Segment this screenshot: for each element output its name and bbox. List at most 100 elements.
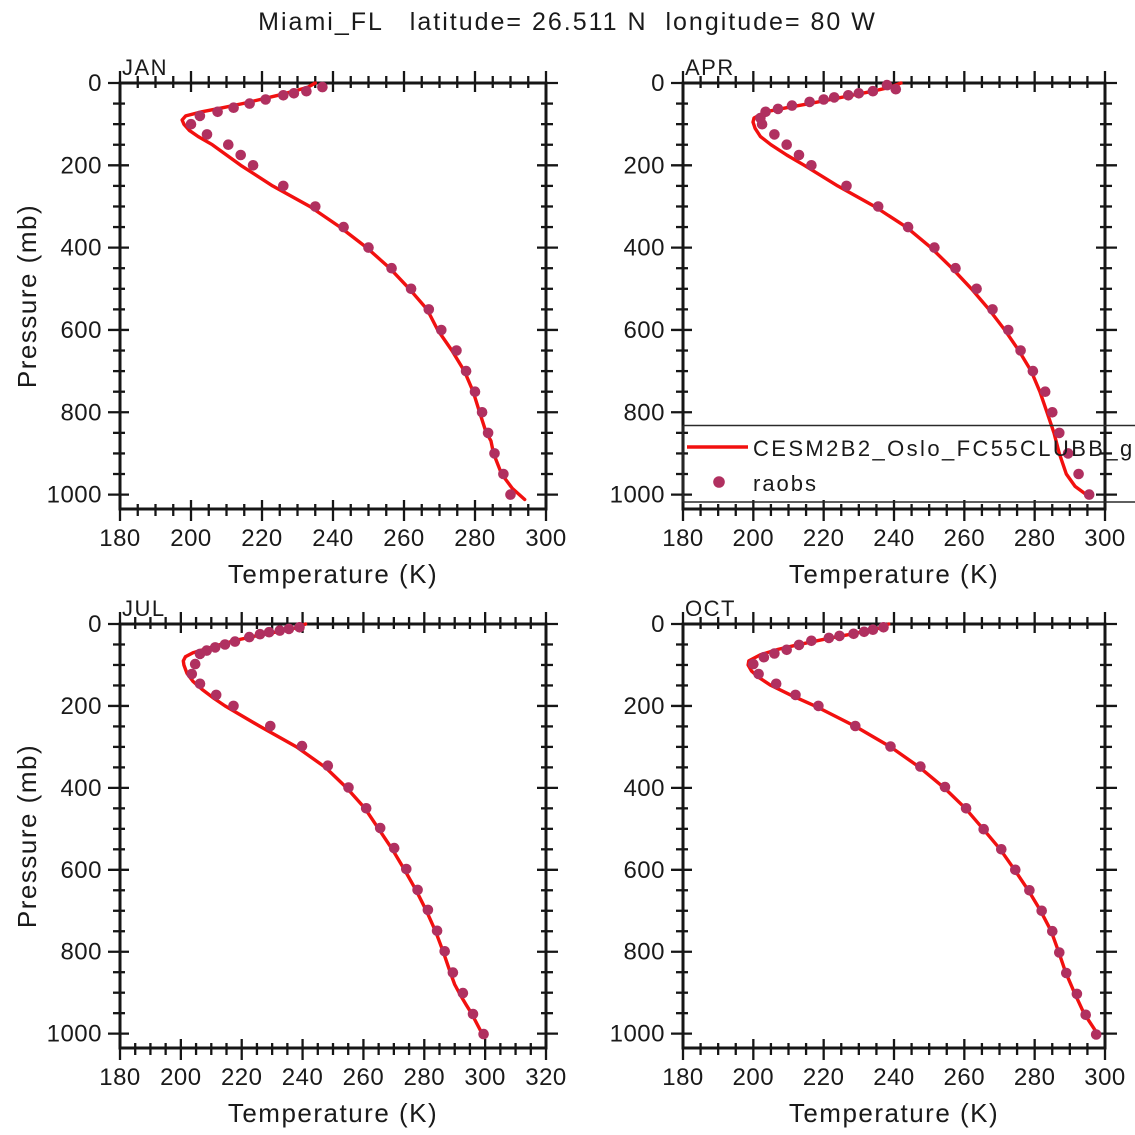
raobs-dot: [841, 180, 852, 192]
svg-text:200: 200: [160, 1064, 202, 1091]
svg-text:600: 600: [60, 857, 102, 884]
svg-text:0: 0: [651, 611, 665, 638]
svg-text:1000: 1000: [610, 482, 665, 509]
raobs-dot: [772, 103, 784, 115]
panel-jan: 180 200 220 240 260 280 300 0 200 400 600 800 1000 JA…: [12, 55, 567, 589]
panel-jul: 180 200 220 240 260 280 300 320 0 200 400 600 800 100…: [12, 596, 567, 1128]
raobs-dot: [804, 96, 815, 108]
svg-text:320: 320: [525, 1064, 567, 1091]
raobs-dot: [360, 803, 372, 814]
svg-text:260: 260: [944, 1064, 986, 1091]
svg-text:800: 800: [623, 399, 665, 426]
panel-title-apr: APR: [685, 55, 735, 80]
svg-text:600: 600: [623, 317, 665, 344]
raobs-dot: [756, 118, 768, 130]
raobs-dot: [1080, 1009, 1091, 1021]
raobs-dot: [478, 1028, 489, 1040]
svg-text:400: 400: [623, 775, 665, 802]
raobs-dot: [1083, 489, 1095, 500]
svg-text:280: 280: [404, 1064, 446, 1091]
raobs-dot: [476, 407, 488, 418]
svg-text:600: 600: [60, 317, 102, 344]
raobs-dot: [770, 678, 782, 690]
x-axis-label-apr: Temperature (K): [789, 559, 999, 589]
raobs-dots-oct: [748, 622, 1102, 1040]
raobs-dot: [872, 201, 884, 212]
raobs-dot: [881, 79, 893, 91]
svg-text:600: 600: [623, 857, 665, 884]
panel-title-jan: JAN: [122, 55, 168, 80]
svg-text:180: 180: [662, 525, 704, 552]
raobs-dot: [878, 622, 889, 633]
raobs-dot: [858, 626, 870, 638]
raobs-dot: [263, 626, 275, 638]
svg-text:180: 180: [99, 525, 141, 552]
y-axis-label-jan: Pressure (mb): [12, 204, 42, 388]
raobs-dots-jul: [186, 622, 489, 1040]
raobs-dot: [274, 625, 286, 636]
raobs-dot: [793, 639, 805, 651]
raobs-dot: [278, 180, 289, 192]
raobs-dot: [978, 823, 989, 835]
panel-oct: 180 200 220 240 260 280 300 0 200 400 600 800 1000 OC…: [610, 596, 1126, 1128]
raobs-dot: [423, 304, 435, 315]
svg-text:200: 200: [60, 693, 102, 720]
raobs-dot: [310, 201, 321, 212]
raobs-dot: [401, 863, 412, 875]
raobs-dot: [247, 160, 259, 171]
raobs-dot: [209, 642, 221, 653]
raobs-dot: [1047, 407, 1058, 418]
raobs-dot: [1047, 925, 1058, 937]
raobs-dot: [769, 129, 780, 140]
raobs-dot: [322, 760, 334, 771]
svg-text:180: 180: [662, 1064, 704, 1091]
raobs-dot: [939, 781, 951, 793]
svg-text:220: 220: [803, 1064, 845, 1091]
raobs-dot: [929, 242, 940, 253]
svg-text:0: 0: [651, 70, 665, 97]
svg-text:280: 280: [454, 525, 496, 552]
raobs-dot: [867, 624, 879, 635]
svg-text:220: 220: [241, 525, 283, 552]
raobs-dot: [210, 689, 222, 701]
svg-text:240: 240: [873, 525, 915, 552]
svg-text:1000: 1000: [47, 482, 102, 509]
svg-text:0: 0: [88, 611, 102, 638]
raobs-dot: [412, 884, 423, 896]
raobs-dot: [1062, 448, 1074, 459]
raobs-dot: [793, 149, 805, 161]
svg-text:200: 200: [170, 525, 212, 552]
svg-text:300: 300: [525, 525, 567, 552]
svg-text:800: 800: [623, 939, 665, 966]
raobs-dot: [823, 632, 835, 644]
svg-text:400: 400: [60, 775, 102, 802]
x-tick-labels-jan: 180 200 220 240 260 280 300: [99, 525, 567, 552]
raobs-dot: [758, 651, 770, 663]
svg-text:240: 240: [312, 525, 354, 552]
raobs-dot: [1010, 864, 1021, 876]
raobs-dot: [781, 139, 792, 150]
svg-text:280: 280: [1014, 525, 1056, 552]
raobs-dot: [828, 92, 840, 103]
raobs-dot: [422, 904, 434, 916]
raobs-dot: [296, 740, 308, 752]
svg-text:260: 260: [383, 525, 425, 552]
svg-text:800: 800: [60, 939, 102, 966]
svg-text:200: 200: [733, 525, 775, 552]
raobs-dot: [439, 946, 451, 957]
raobs-dot: [806, 635, 817, 647]
raobs-dot: [813, 700, 824, 712]
raobs-dot: [294, 622, 305, 633]
raobs-dot: [235, 149, 246, 161]
raobs-dot: [960, 803, 972, 814]
x-tick-labels-oct: 180 200 220 240 260 280 300: [662, 1064, 1125, 1091]
plot-frame-oct: [681, 622, 1107, 1050]
raobs-dot: [194, 648, 206, 660]
raobs-dot: [1024, 885, 1035, 896]
raobs-dot: [1003, 324, 1014, 336]
raobs-dot: [971, 283, 982, 295]
model-line-jul: [181, 622, 486, 1039]
raobs-dot: [447, 967, 459, 978]
raobs-dot: [343, 782, 354, 793]
